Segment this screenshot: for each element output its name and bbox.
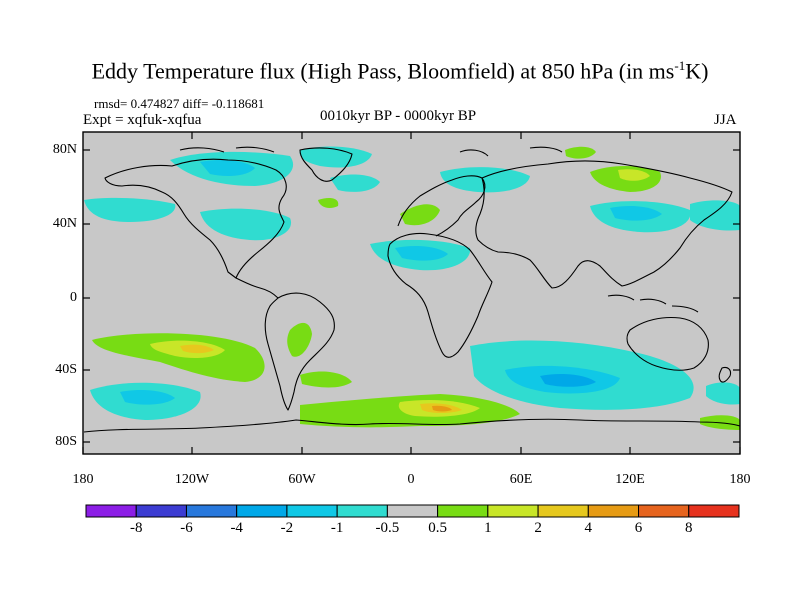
- stats-text: rmsd= 0.474827 diff= -0.118681: [94, 96, 265, 111]
- anomaly-southern-pacific-positive: [92, 333, 265, 382]
- colorbar-swatch-6: [386, 504, 439, 518]
- lat-label-0: 0: [70, 290, 77, 305]
- coast-antarctica: [83, 418, 741, 433]
- colorbar-swatch-1: [135, 504, 187, 518]
- coast-indonesia: [607, 294, 699, 313]
- anomaly-southern-pacific-peak: [180, 344, 214, 354]
- anomaly-north-atlantic-negative: [330, 174, 380, 192]
- lon-label-180e: 180: [729, 472, 751, 487]
- lon-label-120E: 120E: [615, 472, 645, 487]
- lat-label-40S: 40S: [55, 362, 77, 377]
- colorbar-label: -2: [280, 520, 294, 536]
- anomaly-arctic-canada-core: [200, 160, 255, 176]
- colorbar-swatch-10: [587, 504, 640, 518]
- anomaly-europe-positive: [400, 204, 440, 226]
- colorbar-label: -1: [330, 520, 344, 536]
- colorbar-label: 2: [534, 520, 542, 536]
- coast-south-america: [264, 292, 335, 411]
- anomaly-southern-ocean-max: [432, 405, 452, 412]
- colorbar-label: 1: [484, 520, 492, 536]
- plot-title: Eddy Temperature flux (High Pass, Bloomf…: [0, 58, 800, 84]
- colorbar-label: 0.5: [428, 520, 447, 536]
- anomaly-east-asia-core: [610, 206, 662, 221]
- coast-australia: [626, 316, 709, 371]
- colorbar-swatch-4: [286, 504, 338, 518]
- coast-central-america: [235, 277, 279, 299]
- colorbar-swatch-7: [437, 504, 489, 518]
- lon-ticks: [82, 132, 741, 454]
- coast-north-america: [104, 158, 287, 279]
- lat-ticks: [83, 149, 740, 443]
- lon-label-180w: 180: [72, 472, 94, 487]
- colorbar-label: -8: [129, 520, 143, 536]
- lat-label-40N: 40N: [52, 216, 77, 231]
- colorbar-swatch-9: [537, 504, 589, 518]
- colorbar-swatch-5: [336, 504, 388, 518]
- anomaly-north-asia-negative: [440, 167, 530, 193]
- anomaly-siberia-core: [618, 169, 650, 181]
- colorbar-label: 4: [584, 520, 593, 536]
- anomaly-indian-ocean-peak: [540, 374, 596, 387]
- coast-greenland: [299, 147, 353, 182]
- colorbar-swatch-3: [236, 504, 288, 518]
- anomaly-northwest-pacific-negative: [690, 200, 740, 231]
- lon-label-60W: 60W: [288, 472, 316, 487]
- coast-asia: [475, 160, 733, 289]
- experiment-label: Expt = xqfuk-xqfua: [83, 112, 202, 128]
- colorbar-swatch-11: [638, 504, 690, 518]
- lat-label-80N: 80N: [52, 142, 77, 157]
- anomaly-sahara-core: [395, 246, 448, 261]
- lon-label-120W: 120W: [174, 472, 210, 487]
- colorbar-swatch-2: [185, 504, 238, 518]
- lon-label-60E: 60E: [509, 472, 533, 487]
- colorbar-label: -6: [180, 520, 193, 536]
- anomaly-south-america-positive: [300, 371, 352, 388]
- lon-label-0: 0: [407, 472, 415, 487]
- anomaly-north-america-negative: [200, 208, 292, 241]
- title-end: K): [685, 58, 709, 84]
- title-main: Eddy Temperature flux (High Pass, Bloomf…: [91, 58, 675, 84]
- anomaly-arctic-positive: [565, 146, 596, 159]
- colorbar-swatch-8: [487, 504, 539, 518]
- coast-africa: [387, 232, 493, 358]
- colorbar-swatch-12: [688, 504, 740, 518]
- anomaly-southwest-indian-negative: [706, 382, 740, 405]
- anomaly-atlantic-positive: [318, 198, 339, 208]
- colorbar-label: -4: [230, 520, 243, 536]
- colorbar-label: 8: [685, 520, 693, 536]
- anomaly-north-pacific-negative: [84, 197, 176, 222]
- season-label: JJA: [714, 112, 737, 128]
- lat-label-80S: 80S: [55, 434, 77, 449]
- negative-anomalies: [84, 146, 740, 420]
- colorbar-label: -0.5: [375, 520, 400, 536]
- positive-anomalies: [92, 146, 740, 430]
- period-label: 0010kyr BP - 0000kyr BP: [320, 108, 477, 124]
- anomaly-south-atlantic-positive: [287, 322, 312, 357]
- coast-arctic-islands: [179, 146, 563, 157]
- colorbar: [85, 504, 740, 518]
- coast-new-zealand: [718, 366, 732, 383]
- anomaly-south-pacific-core: [120, 390, 175, 405]
- colorbar-label: 6: [634, 520, 643, 536]
- colorbar-swatch-0: [85, 504, 137, 518]
- coastlines: [83, 146, 741, 433]
- anomaly-greenland-negative: [299, 146, 372, 168]
- title-superscript: -1: [674, 58, 686, 73]
